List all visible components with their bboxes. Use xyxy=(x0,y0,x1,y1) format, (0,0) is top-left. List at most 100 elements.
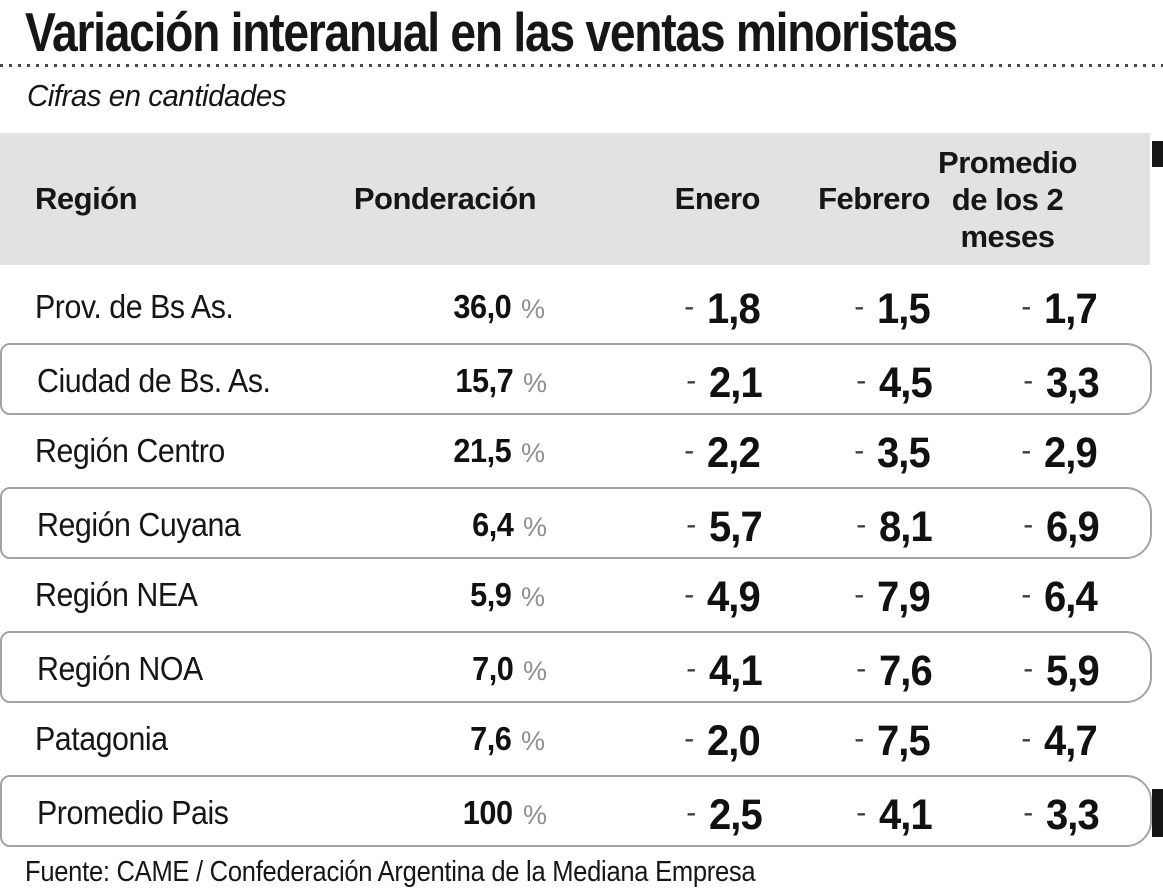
percent-sign: % xyxy=(522,656,547,686)
febrero-value: 3,5 xyxy=(877,429,931,477)
percent-sign: % xyxy=(520,726,545,756)
percent-sign: % xyxy=(520,582,545,612)
percent-sign: % xyxy=(520,294,545,324)
ponderacion-cell: 7,6% xyxy=(345,703,560,787)
enero-cell: -2,1 xyxy=(562,345,763,429)
region-name: Región Centro xyxy=(35,432,225,469)
table-row: Ciudad de Bs. As. 15,7% -2,1 -4,5 -3,3 xyxy=(0,343,1152,415)
dotted-divider xyxy=(0,64,1163,67)
region-cell: Región Cuyana xyxy=(2,489,347,573)
promedio-cell: -1,7 xyxy=(930,271,1145,355)
promedio-value: 4,7 xyxy=(1044,717,1098,765)
enero-value: 4,9 xyxy=(707,573,761,621)
region-cell: Región Centro xyxy=(0,415,345,499)
promedio-cell: -3,3 xyxy=(932,345,1147,429)
febrero-value: 4,5 xyxy=(879,359,933,407)
promedio-cell: -4,7 xyxy=(930,703,1145,787)
page-title: Variación interanual en las ventas minor… xyxy=(25,1,958,63)
febrero-cell: -4,5 xyxy=(762,345,933,429)
table-row: Región Centro 21,5% -2,2 -3,5 -2,9 xyxy=(0,415,1152,487)
region-name: Prov. de Bs As. xyxy=(35,288,234,325)
region-cell: Prov. de Bs As. xyxy=(0,271,345,355)
minus-sign: - xyxy=(684,722,695,755)
minus-sign: - xyxy=(854,722,865,755)
minus-sign: - xyxy=(854,434,865,467)
enero-cell: -4,1 xyxy=(562,633,763,717)
minus-sign: - xyxy=(856,796,867,829)
febrero-cell: -3,5 xyxy=(760,415,931,499)
promedio-value: 3,3 xyxy=(1046,359,1100,407)
ponderacion-cell: 15,7% xyxy=(347,345,562,429)
minus-sign: - xyxy=(856,364,867,397)
cropped-edge-mark-top xyxy=(1152,141,1163,167)
ponderacion-value: 21,5 xyxy=(453,432,511,469)
febrero-cell: -7,6 xyxy=(762,633,933,717)
promedio-cell: -6,9 xyxy=(932,489,1147,573)
febrero-cell: -7,5 xyxy=(760,703,931,787)
page-subtitle: Cifras en cantidades xyxy=(27,78,286,113)
region-name: Región NOA xyxy=(37,650,203,687)
ponderacion-cell: 7,0% xyxy=(347,633,562,717)
ponderacion-cell: 100% xyxy=(347,777,562,861)
table-row: Región NOA 7,0% -4,1 -7,6 -5,9 xyxy=(0,631,1152,703)
table-row: Prov. de Bs As. 36,0% -1,8 -1,5 -1,7 xyxy=(0,271,1152,343)
ponderacion-value: 15,7 xyxy=(455,362,513,399)
enero-value: 2,5 xyxy=(709,791,763,839)
column-header-ponderacion: Ponderación xyxy=(353,181,537,216)
region-name: Promedio Pais xyxy=(37,794,229,831)
percent-sign: % xyxy=(522,368,547,398)
minus-sign: - xyxy=(1023,796,1034,829)
ponderacion-value: 7,6 xyxy=(469,720,512,757)
minus-sign: - xyxy=(856,508,867,541)
region-name: Región NEA xyxy=(35,576,198,613)
minus-sign: - xyxy=(1021,578,1032,611)
table-row: Región Cuyana 6,4% -5,7 -8,1 -6,9 xyxy=(0,487,1152,559)
minus-sign: - xyxy=(1021,434,1032,467)
ponderacion-value: 7,0 xyxy=(471,650,514,687)
region-name: Patagonia xyxy=(35,720,168,757)
febrero-cell: -7,9 xyxy=(760,559,931,643)
febrero-value: 1,5 xyxy=(877,285,931,333)
percent-sign: % xyxy=(522,512,547,542)
minus-sign: - xyxy=(684,578,695,611)
minus-sign: - xyxy=(1021,290,1032,323)
column-header-region: Región xyxy=(35,181,138,216)
ponderacion-cell: 5,9% xyxy=(345,559,560,643)
ponderacion-value: 6,4 xyxy=(471,506,514,543)
ponderacion-value: 100 xyxy=(463,794,513,831)
region-cell: Región NEA xyxy=(0,559,345,643)
promedio-value: 2,9 xyxy=(1044,429,1098,477)
region-name: Región Cuyana xyxy=(37,506,241,543)
ponderacion-cell: 36,0% xyxy=(345,271,560,355)
enero-value: 4,1 xyxy=(709,647,763,695)
ponderacion-cell: 6,4% xyxy=(347,489,562,573)
region-cell: Patagonia xyxy=(0,703,345,787)
febrero-value: 7,9 xyxy=(877,573,931,621)
enero-cell: -5,7 xyxy=(562,489,763,573)
febrero-value: 8,1 xyxy=(879,503,933,551)
minus-sign: - xyxy=(1021,722,1032,755)
minus-sign: - xyxy=(1023,364,1034,397)
minus-sign: - xyxy=(854,290,865,323)
minus-sign: - xyxy=(1023,652,1034,685)
minus-sign: - xyxy=(684,290,695,323)
percent-sign: % xyxy=(522,800,547,830)
promedio-value: 6,4 xyxy=(1044,573,1098,621)
febrero-value: 4,1 xyxy=(879,791,933,839)
promedio-cell: -6,4 xyxy=(930,559,1145,643)
febrero-value: 7,5 xyxy=(877,717,931,765)
promedio-value: 6,9 xyxy=(1046,503,1100,551)
cropped-edge-mark-bottom xyxy=(1152,789,1163,837)
table-row: Promedio Pais 100% -2,5 -4,1 -3,3 xyxy=(0,775,1152,847)
promedio-cell: -5,9 xyxy=(932,633,1147,717)
febrero-cell: -4,1 xyxy=(762,777,933,861)
minus-sign: - xyxy=(856,652,867,685)
minus-sign: - xyxy=(686,508,697,541)
promedio-value: 5,9 xyxy=(1046,647,1100,695)
promedio-cell: -3,3 xyxy=(932,777,1147,861)
column-header-enero: Enero xyxy=(674,181,761,216)
minus-sign: - xyxy=(1023,508,1034,541)
table-header: Región Ponderación Enero Febrero Promedi… xyxy=(0,133,1150,265)
enero-value: 5,7 xyxy=(709,503,763,551)
